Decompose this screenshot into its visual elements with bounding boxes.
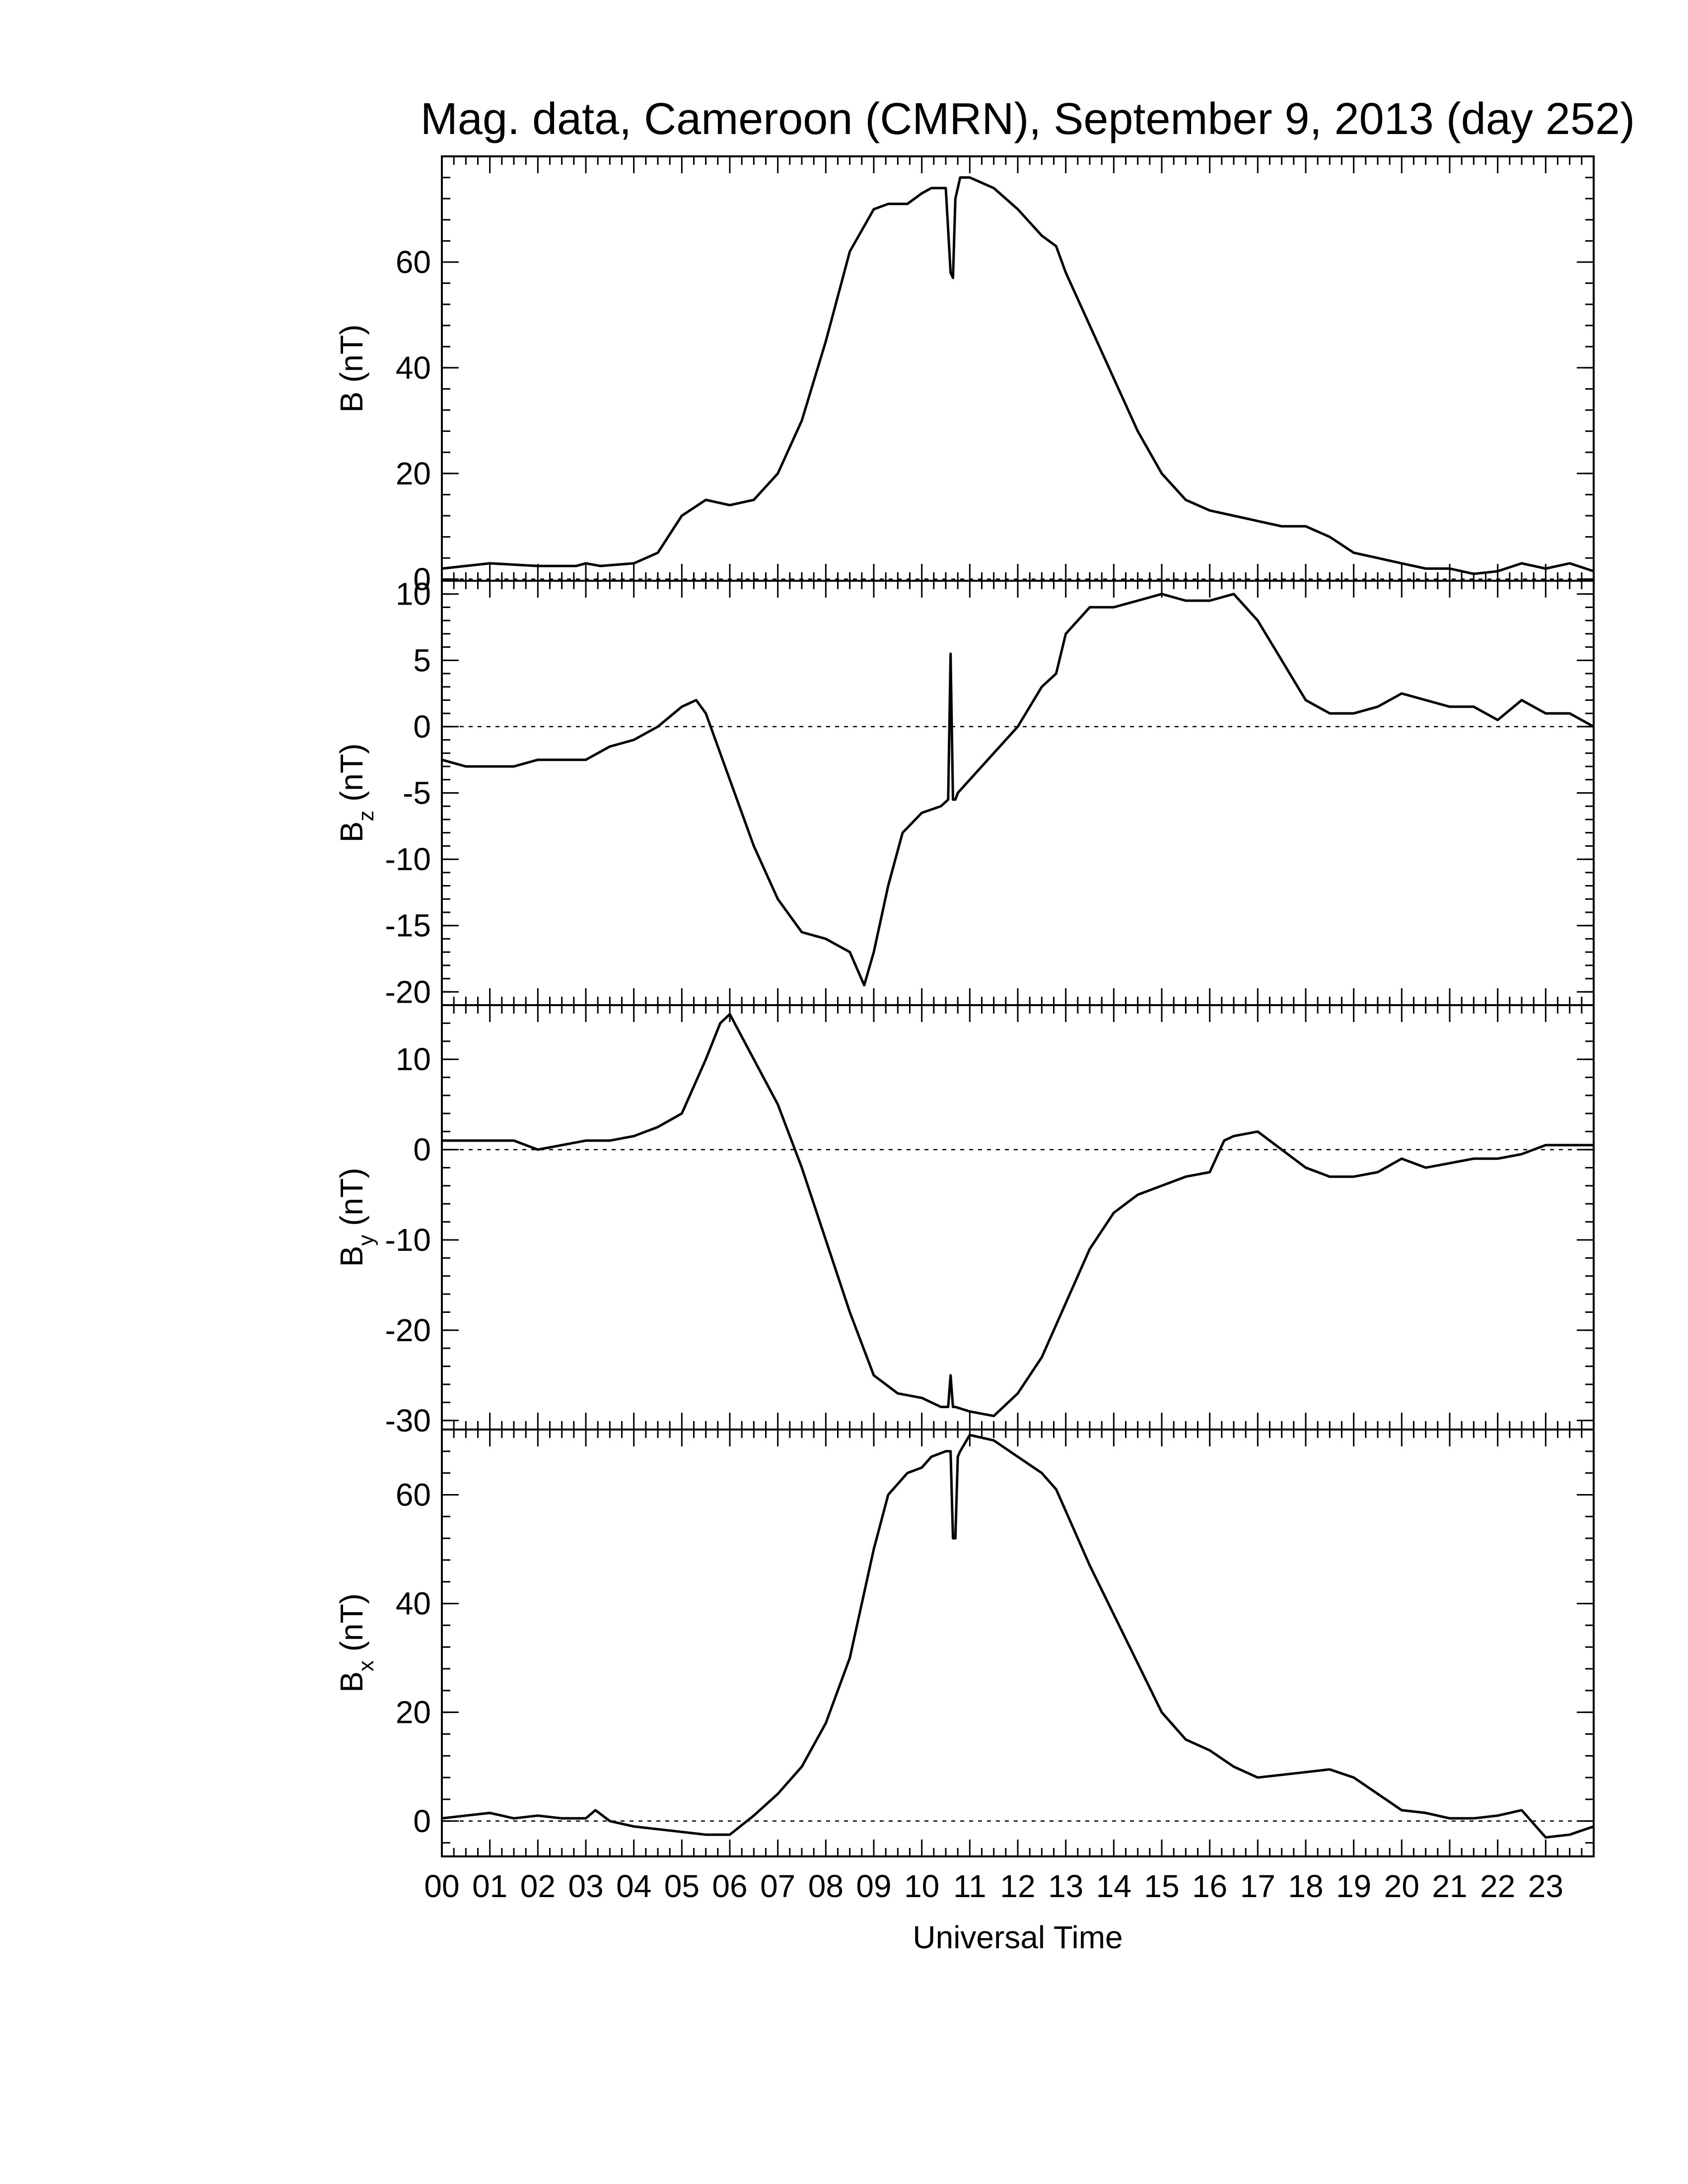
panel-frame-By	[441, 1004, 1595, 1431]
x-tick-label: 06	[712, 1868, 747, 1904]
y-tick-label: 0	[413, 1132, 431, 1167]
x-tick-label: 02	[520, 1868, 556, 1904]
x-tick-label: 07	[760, 1868, 795, 1904]
series-line-B	[441, 176, 1594, 575]
y-tick-label: 20	[396, 456, 431, 491]
panel-Bz: -20 -15 -10 -5 0 5 10 Bz (nT)	[334, 576, 1595, 1010]
x-tick-label: 21	[1432, 1868, 1467, 1904]
panel-By: -30 -20 -10 0 10 By (nT)	[334, 1004, 1595, 1438]
panel-frame-Bx	[441, 1429, 1595, 1857]
x-tick-label: 12	[1000, 1868, 1035, 1904]
x-tick-label: 04	[616, 1868, 651, 1904]
x-tick-label: 05	[664, 1868, 700, 1904]
series-line-Bz	[441, 593, 1595, 987]
x-tick-label: 09	[856, 1868, 891, 1904]
x-tick-label: 17	[1240, 1868, 1275, 1904]
series-line-By	[442, 1013, 1594, 1418]
y-tick-label: -30	[385, 1403, 431, 1438]
y-tick-label: 40	[396, 350, 431, 386]
x-tick-label: 01	[472, 1868, 507, 1904]
y-tick-label: -20	[385, 1312, 431, 1348]
x-tick-label: 14	[1096, 1868, 1131, 1904]
x-tick-label: 13	[1048, 1868, 1083, 1904]
x-tick-label: 23	[1528, 1868, 1563, 1904]
panel-Bx: 0 20 40 60 Bx (nT)	[334, 1429, 1595, 1857]
y-tick-label: 60	[396, 244, 431, 280]
x-tick-label: 22	[1480, 1868, 1515, 1904]
x-tick-label: 15	[1144, 1868, 1179, 1904]
y-tick-label: -10	[385, 1222, 431, 1258]
y-tick-label: 10	[396, 576, 431, 612]
x-tick-label: 11	[953, 1868, 986, 1904]
y-axis-label-By: By (nT)	[334, 1168, 378, 1267]
y-tick-label: -5	[403, 775, 431, 811]
y-tick-label: -10	[385, 841, 431, 877]
x-tick-label: 18	[1288, 1868, 1323, 1904]
y-tick-label: 60	[396, 1477, 431, 1512]
panel-B: 0 20 40 60 B (nT)	[334, 155, 1595, 597]
y-axis-label-Bz: Bz (nT)	[334, 744, 378, 843]
x-tick-label: 16	[1192, 1868, 1227, 1904]
y-axis-label-B: B (nT)	[334, 325, 369, 413]
x-tick-label: 08	[808, 1868, 844, 1904]
y-tick-label: -15	[385, 908, 431, 944]
y-tick-label: -20	[385, 974, 431, 1010]
series-line-Bx	[441, 1433, 1594, 1839]
x-tick-label: 10	[904, 1868, 939, 1904]
x-tick-label: 03	[568, 1868, 603, 1904]
y-tick-label: 5	[413, 642, 431, 678]
panel-frame-B	[441, 155, 1595, 582]
y-tick-label: 0	[413, 1803, 431, 1839]
y-axis-label-Bx: Bx (nT)	[334, 1593, 378, 1693]
y-tick-label: 10	[396, 1041, 431, 1077]
y-tick-label: 0	[413, 561, 431, 597]
x-tick-label: 19	[1336, 1868, 1371, 1904]
y-tick-label: 0	[413, 709, 431, 745]
x-tick-label: 00	[424, 1868, 459, 1904]
panel-frame-Bz	[441, 580, 1595, 1006]
y-tick-label: 20	[396, 1695, 431, 1730]
x-tick-label: 20	[1384, 1868, 1419, 1904]
x-axis-label: Universal Time	[913, 1919, 1123, 1955]
y-tick-label: 40	[396, 1586, 431, 1622]
chart-title: Mag. data, Cameroon (CMRN), September 9,…	[421, 94, 1635, 144]
